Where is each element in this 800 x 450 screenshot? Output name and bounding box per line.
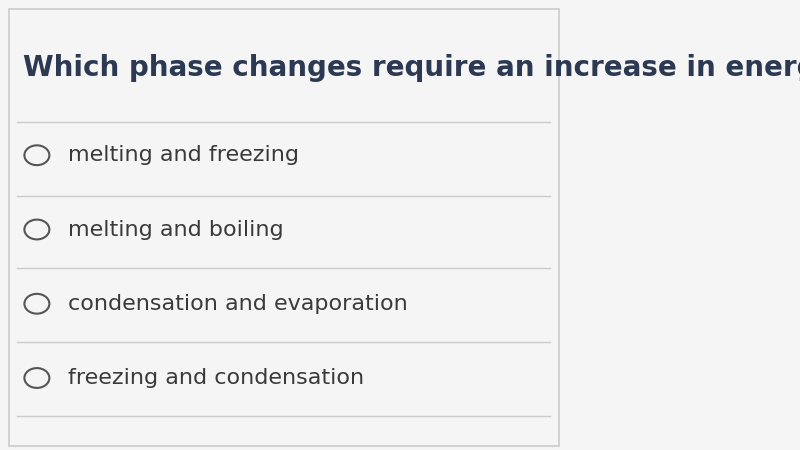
Text: melting and freezing: melting and freezing <box>68 145 299 165</box>
Text: melting and boiling: melting and boiling <box>68 220 284 239</box>
Text: condensation and evaporation: condensation and evaporation <box>68 294 408 314</box>
Text: Which phase changes require an increase in energy?: Which phase changes require an increase … <box>22 54 800 82</box>
Text: freezing and condensation: freezing and condensation <box>68 368 364 388</box>
